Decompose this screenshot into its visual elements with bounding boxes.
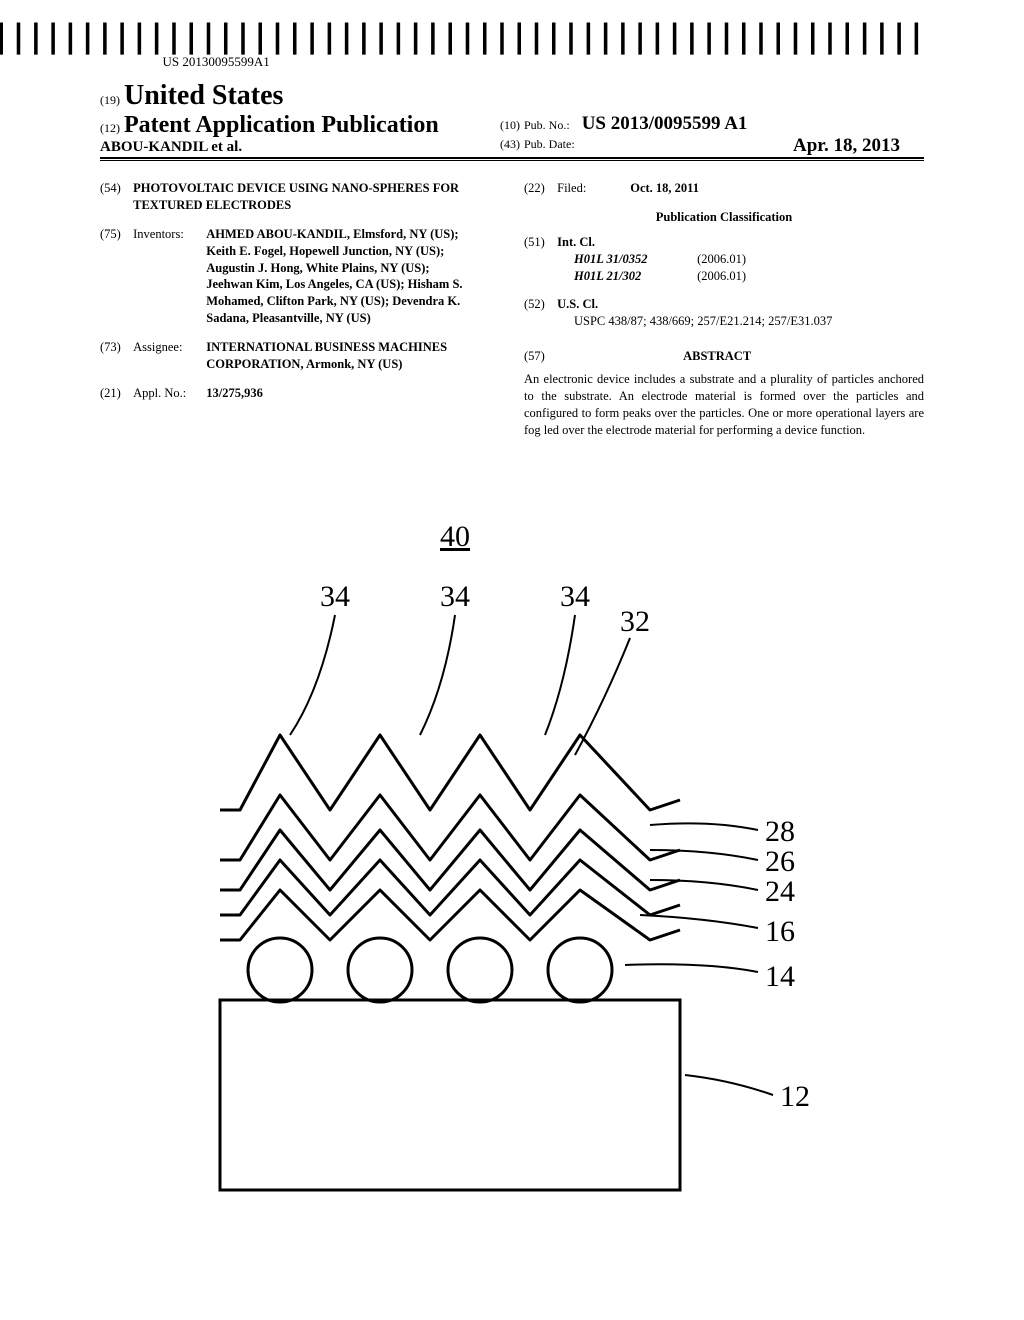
author-line: ABOU-KANDIL et al. (100, 139, 500, 156)
f21-label: Appl. No.: (133, 385, 203, 402)
fig-ref-label: 34 (440, 580, 470, 614)
pub-no-value: US 2013/0095599 A1 (582, 113, 748, 134)
intcl-code-1: H01L 21/302 (574, 268, 694, 285)
f52-num: (52) (524, 296, 554, 313)
header-rule (100, 157, 924, 161)
barcode-graphic: ||||||||||||||||||||||||||||||||||||||||… (0, 20, 924, 52)
filed-date: Oct. 18, 2011 (630, 181, 699, 195)
f22-label: Filed: (557, 180, 627, 197)
inventors: AHMED ABOU-KANDIL, Elmsford, NY (US); Ke… (206, 226, 476, 327)
f73-num: (73) (100, 339, 130, 356)
classification-heading: Publication Classification (524, 209, 924, 226)
patent-figure: 40 34343432282624161412 (160, 520, 860, 1270)
f22-num: (22) (524, 180, 554, 197)
pub-date-num: (43) (500, 137, 520, 151)
right-column: (22) Filed: Oct. 18, 2011 Publication Cl… (524, 180, 924, 439)
abstract-heading: ABSTRACT (557, 348, 877, 365)
barcode-text: US 20130095599A1 (0, 54, 924, 70)
intcl-code-0: H01L 31/0352 (574, 251, 694, 268)
f75-num: (75) (100, 226, 130, 243)
f52-label: U.S. Cl. (557, 297, 598, 311)
fig-ref-label: 34 (320, 580, 350, 614)
filed-date-text: Oct. 18, 2011 (630, 181, 699, 195)
fig-ref-label: 34 (560, 580, 590, 614)
doc-type: Patent Application Publication (124, 112, 439, 138)
abstract-text: An electronic device includes a substrat… (524, 371, 924, 439)
f73-label: Assignee: (133, 339, 203, 356)
f21-num: (21) (100, 385, 130, 402)
fig-ref-label: 26 (765, 845, 795, 879)
country-code-num: (19) (100, 93, 120, 107)
f51-num: (51) (524, 234, 554, 251)
country-name: United States (124, 80, 283, 111)
assignee: INTERNATIONAL BUSINESS MACHINES CORPORAT… (206, 339, 476, 373)
appl-no: 13/275,936 (206, 385, 476, 402)
f54-num: (54) (100, 180, 130, 197)
f57-num: (57) (524, 348, 554, 365)
intcl-year-1: (2006.01) (697, 268, 746, 285)
invention-title: PHOTOVOLTAIC DEVICE USING NANO-SPHERES F… (133, 180, 473, 214)
pub-no-label: Pub. No.: (524, 118, 570, 132)
fig-ref-label: 16 (765, 915, 795, 949)
intcl-year-0: (2006.01) (697, 251, 746, 268)
f51-label: Int. Cl. (557, 235, 595, 249)
inventors-text: AHMED ABOU-KANDIL, Elmsford, NY (US); Ke… (206, 227, 462, 325)
fig-ref-label: 14 (765, 960, 795, 994)
pub-no-num: (10) (500, 118, 520, 132)
body-columns: (54) PHOTOVOLTAIC DEVICE USING NANO-SPHE… (100, 180, 924, 439)
figure-svg (160, 520, 860, 1270)
pub-date-value: Apr. 18, 2013 (793, 135, 900, 157)
fig-ref-label: 32 (620, 605, 650, 639)
doc-type-num: (12) (100, 121, 120, 135)
fig-ref-label: 12 (780, 1080, 810, 1114)
barcode-block: ||||||||||||||||||||||||||||||||||||||||… (0, 20, 924, 70)
fig-ref-label: 28 (765, 815, 795, 849)
appl-no-text: 13/275,936 (206, 386, 263, 400)
fig-ref-label: 24 (765, 875, 795, 909)
assignee-text: INTERNATIONAL BUSINESS MACHINES CORPORAT… (206, 340, 447, 371)
uscl-body: USPC 438/87; 438/669; 257/E21.214; 257/E… (574, 313, 924, 330)
f75-label: Inventors: (133, 226, 203, 243)
left-column: (54) PHOTOVOLTAIC DEVICE USING NANO-SPHE… (100, 180, 490, 414)
patent-header: (19) United States (12) Patent Applicati… (100, 80, 924, 161)
pub-date-label: Pub. Date: (524, 137, 575, 151)
